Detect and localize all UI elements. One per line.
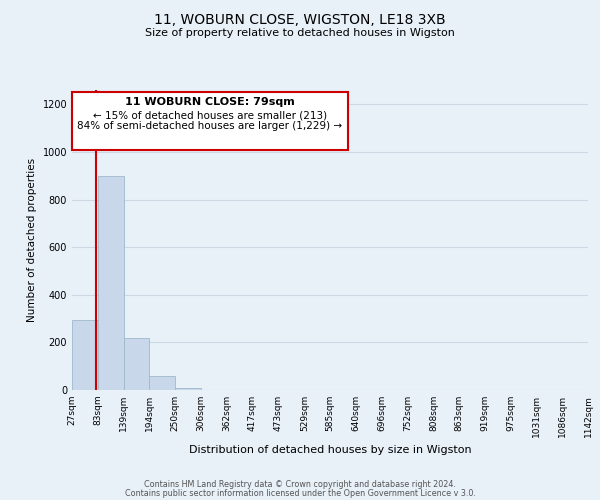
Text: 84% of semi-detached houses are larger (1,229) →: 84% of semi-detached houses are larger (… bbox=[77, 121, 343, 131]
Text: Contains HM Land Registry data © Crown copyright and database right 2024.: Contains HM Land Registry data © Crown c… bbox=[144, 480, 456, 489]
X-axis label: Distribution of detached houses by size in Wigston: Distribution of detached houses by size … bbox=[188, 446, 472, 456]
Y-axis label: Number of detached properties: Number of detached properties bbox=[27, 158, 37, 322]
Text: Size of property relative to detached houses in Wigston: Size of property relative to detached ho… bbox=[145, 28, 455, 38]
Text: ← 15% of detached houses are smaller (213): ← 15% of detached houses are smaller (21… bbox=[93, 110, 327, 120]
FancyBboxPatch shape bbox=[72, 92, 348, 150]
Bar bbox=[124, 338, 149, 390]
Text: 11 WOBURN CLOSE: 79sqm: 11 WOBURN CLOSE: 79sqm bbox=[125, 97, 295, 107]
Bar bbox=[175, 388, 201, 390]
Bar bbox=[149, 376, 175, 390]
Bar bbox=[72, 320, 98, 390]
Text: 11, WOBURN CLOSE, WIGSTON, LE18 3XB: 11, WOBURN CLOSE, WIGSTON, LE18 3XB bbox=[154, 12, 446, 26]
Text: Contains public sector information licensed under the Open Government Licence v : Contains public sector information licen… bbox=[125, 488, 475, 498]
Bar bbox=[98, 176, 124, 390]
